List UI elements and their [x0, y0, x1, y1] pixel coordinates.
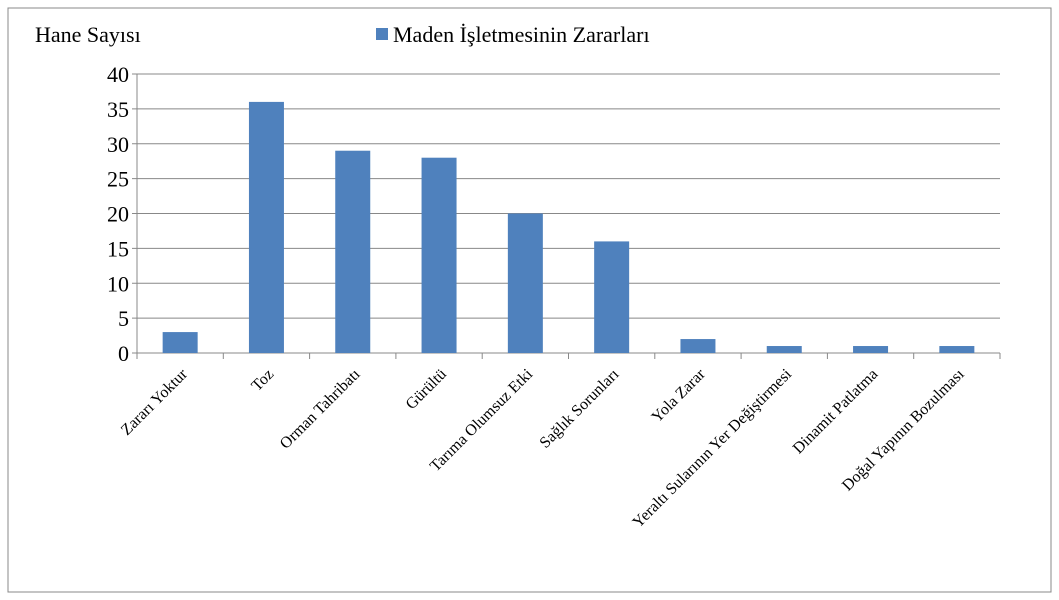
bar: [594, 241, 630, 353]
y-tick-label: 20: [107, 202, 129, 227]
bar: [162, 332, 198, 353]
y-tick-label: 15: [107, 236, 129, 261]
bar: [421, 157, 457, 353]
bar: [766, 346, 802, 353]
bar: [248, 101, 284, 354]
bar: [335, 150, 371, 353]
bar: [853, 346, 889, 353]
y-tick-label: 35: [107, 97, 129, 122]
y-axis-label: Hane Sayısı: [35, 22, 141, 47]
bar: [680, 339, 716, 353]
legend-swatch: [376, 28, 388, 40]
y-tick-label: 5: [118, 306, 129, 331]
bar: [507, 213, 543, 353]
y-tick-label: 25: [107, 167, 129, 192]
y-tick-label: 30: [107, 132, 129, 157]
legend-label: Maden İşletmesinin Zararları: [393, 22, 650, 47]
y-tick-label: 40: [107, 62, 129, 87]
y-tick-label: 0: [118, 341, 129, 366]
y-tick-label: 10: [107, 271, 129, 296]
bar: [939, 346, 975, 353]
